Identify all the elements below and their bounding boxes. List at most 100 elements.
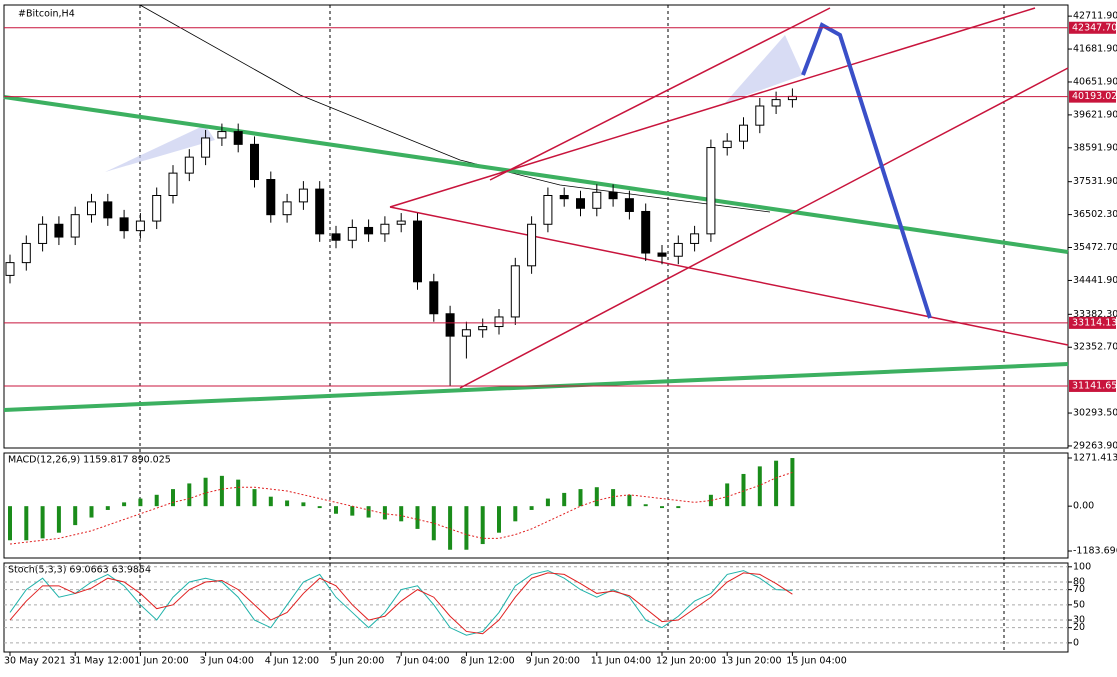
y-tick-label: 36502.30 <box>1073 209 1117 220</box>
level-label: 40193.02 <box>1072 91 1117 102</box>
y-tick-label: 34441.90 <box>1073 275 1117 286</box>
candle-body <box>217 131 227 139</box>
stoch-title: Stoch(5,3,3) 69.0663 63.9854 <box>8 565 151 576</box>
candle-body <box>722 140 732 149</box>
candle-body <box>576 198 585 209</box>
candle-body <box>168 172 178 196</box>
candle-body <box>478 326 488 331</box>
level-label-bg <box>1069 21 1116 34</box>
candle-body <box>559 194 569 200</box>
annotations <box>3 4 1069 412</box>
y-tick-label: 1271.413 <box>1073 452 1117 463</box>
y-tick-label: 20 <box>1073 622 1085 633</box>
histogram-bar <box>448 506 453 550</box>
candle-body <box>657 252 667 257</box>
x-tick-label: 1 Jun 20:00 <box>134 656 188 667</box>
histogram-bar <box>757 466 762 507</box>
candle-body <box>527 223 537 267</box>
histogram-bar <box>578 489 583 507</box>
candle-body <box>396 220 406 225</box>
histogram-bar <box>40 506 45 539</box>
histogram-bar <box>725 483 730 507</box>
histogram-bar <box>268 496 273 507</box>
x-tick-label: 5 Jun 20:00 <box>330 656 384 667</box>
histogram-bar <box>366 506 371 518</box>
histogram-bar <box>497 506 501 533</box>
level-label: 31141.65 <box>1072 380 1117 391</box>
x-tick-label: 31 May 12:00 <box>69 656 134 667</box>
y-tick-label: 33382.30 <box>1073 309 1117 320</box>
histogram-bar <box>660 506 664 509</box>
candle-body <box>771 99 781 107</box>
candle-body <box>641 210 651 254</box>
histogram-bar <box>562 492 567 507</box>
x-tick-label: 9 Jun 20:00 <box>526 656 580 667</box>
y-tick-label: 35472.70 <box>1073 242 1117 253</box>
level-label-bg <box>1069 316 1116 329</box>
histogram-bar <box>350 506 355 516</box>
histogram-bar <box>56 506 61 533</box>
candle-body <box>103 201 113 219</box>
y-tick-label: 40651.90 <box>1073 76 1117 87</box>
candle-body <box>135 220 145 232</box>
histogram-bar <box>415 506 420 529</box>
candle-body <box>445 313 455 337</box>
x-tick-label: 13 Jun 20:00 <box>721 656 781 667</box>
histogram-bar <box>203 477 208 507</box>
histogram-bar <box>643 504 648 507</box>
x-tick-label: 12 Jun 20:00 <box>656 656 716 667</box>
x-tick-label: 30 May 2021 <box>4 656 66 667</box>
x-tick-label: 8 Jun 12:00 <box>460 656 514 667</box>
candle-body <box>461 329 471 337</box>
y-tick-label: 50 <box>1073 599 1085 610</box>
y-tick-label: 30293.50 <box>1073 408 1117 419</box>
candle-body <box>364 226 374 235</box>
candle-body <box>755 105 765 126</box>
y-tick-label: 70 <box>1073 584 1085 595</box>
histogram-bar <box>73 506 78 526</box>
candle-body <box>70 214 80 238</box>
y-tick-label: 0.00 <box>1073 501 1094 512</box>
histogram-bar <box>154 494 159 507</box>
y-tick-label: 38591.90 <box>1073 142 1117 153</box>
candle-body <box>673 242 683 257</box>
candle-body <box>266 179 276 216</box>
price-panel <box>3 4 1069 449</box>
level-label: 42347.70 <box>1072 22 1117 33</box>
level-label-bg <box>1069 379 1116 392</box>
y-tick-label: 39621.90 <box>1073 109 1117 120</box>
histogram-bar <box>513 506 518 522</box>
histogram-bar <box>301 502 306 507</box>
stoch-line <box>9 572 793 635</box>
histogram-bar <box>187 483 192 507</box>
histogram-bar <box>89 506 94 518</box>
stoch-panel <box>3 562 1069 653</box>
y-tick-label: 30 <box>1073 615 1085 626</box>
histogram-bar <box>285 500 290 507</box>
candle-body <box>21 242 31 264</box>
histogram-bar <box>529 506 534 510</box>
macd-title: MACD(12,26,9) 1159.817 890.025 <box>8 455 171 466</box>
histogram-bar <box>8 506 12 541</box>
histogram-bar <box>676 506 681 509</box>
x-tick-label: 7 Jun 04:00 <box>395 656 449 667</box>
y-tick-label: 0 <box>1073 637 1079 648</box>
x-tick-label: 11 Jun 04:00 <box>591 656 651 667</box>
candle-body <box>608 191 618 200</box>
candle-body <box>184 156 194 174</box>
histogram-bar <box>790 458 795 507</box>
histogram-bar <box>252 489 257 507</box>
stoch-line <box>9 570 793 636</box>
candle-body <box>706 147 716 235</box>
candle-body <box>119 217 129 232</box>
histogram-bar <box>464 506 469 550</box>
candle-body <box>87 201 96 216</box>
y-tick-label: 41681.90 <box>1073 44 1117 55</box>
x-tick-label: 3 Jun 04:00 <box>200 656 254 667</box>
candle-body <box>494 316 504 328</box>
level-label: 33114.13 <box>1072 317 1117 328</box>
y-tick-label: 80 <box>1073 577 1085 588</box>
y-tick-label: 32352.70 <box>1073 342 1117 353</box>
histogram-bar <box>24 506 29 541</box>
histogram-bar <box>219 475 224 507</box>
